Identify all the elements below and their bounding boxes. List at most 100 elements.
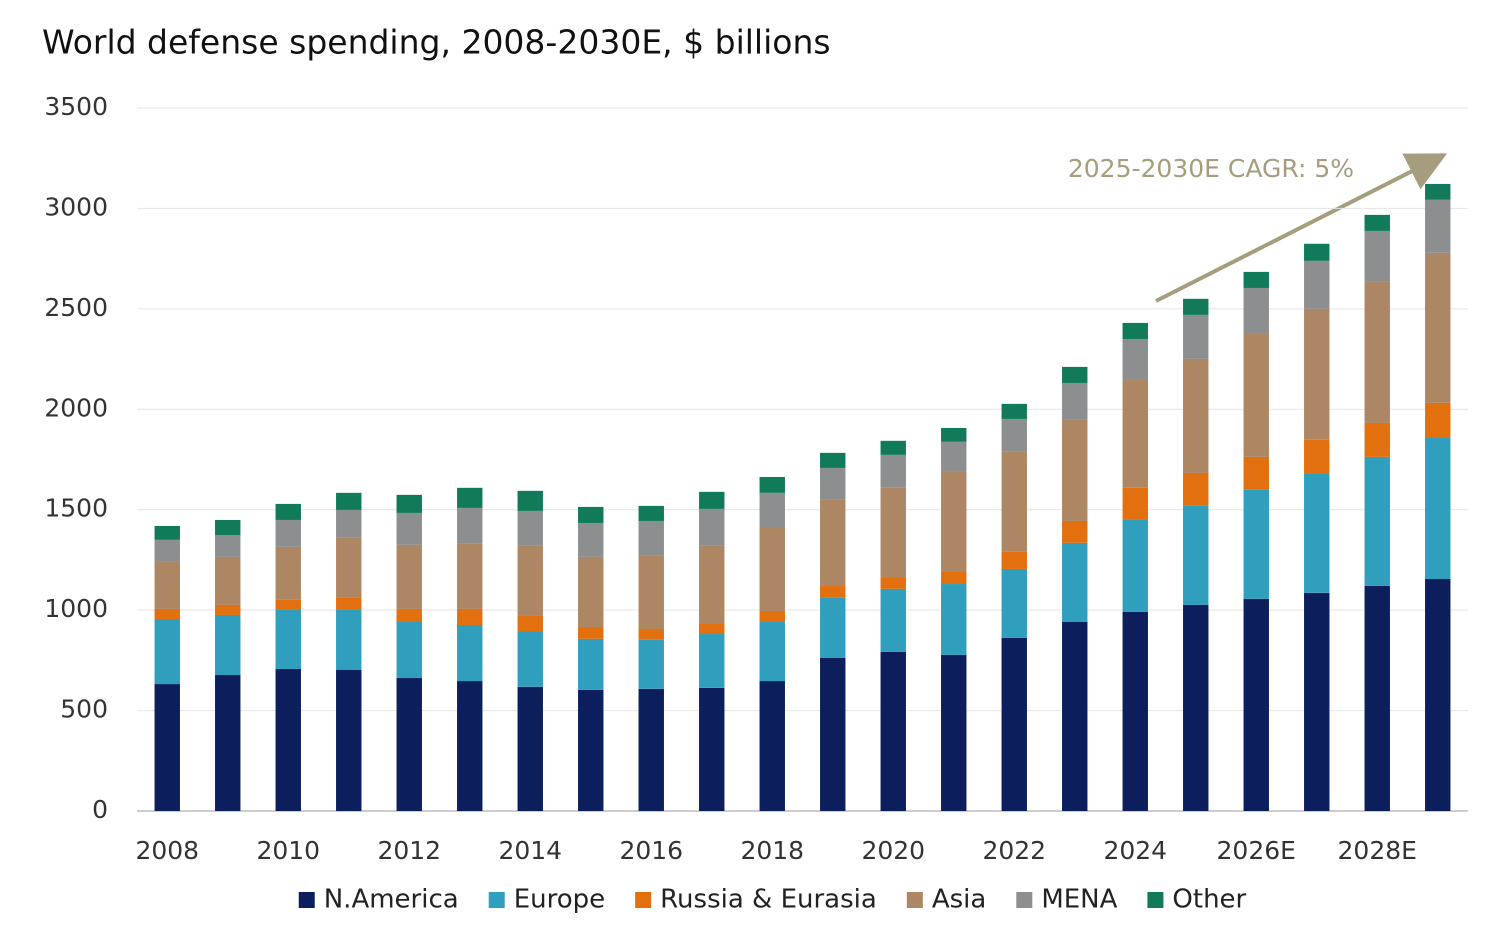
bar-segment xyxy=(1062,382,1088,420)
bar-segment xyxy=(820,657,846,811)
bar-segment xyxy=(638,505,664,521)
bar-segment xyxy=(578,522,604,557)
bar-segment xyxy=(1425,183,1451,200)
bar-segment xyxy=(1243,333,1269,457)
x-tick-label: 2028E xyxy=(1338,836,1417,865)
bar-segment xyxy=(759,681,785,811)
bar-segment xyxy=(1001,451,1027,552)
bar-segment xyxy=(154,539,180,562)
bar-segment xyxy=(1364,281,1390,423)
bar-segment xyxy=(1304,308,1330,440)
bar-segment xyxy=(336,492,362,510)
bar-segment xyxy=(1122,487,1148,520)
bar-segment xyxy=(1364,456,1390,586)
bar-segment xyxy=(154,525,180,540)
bar-segment xyxy=(638,629,664,640)
bar-segment xyxy=(154,561,180,609)
legend-label: MENA xyxy=(1041,885,1117,915)
bar-segment xyxy=(820,586,846,598)
bar-segment xyxy=(154,618,180,685)
bar-segment xyxy=(1183,472,1209,506)
bar-segment xyxy=(1243,489,1269,599)
y-tick-label: 0 xyxy=(92,795,108,824)
bar-segment xyxy=(699,687,725,811)
y-tick-label: 2500 xyxy=(44,293,108,322)
trend-arrow xyxy=(1155,153,1448,303)
bar-segment xyxy=(1122,338,1148,380)
bar-segment xyxy=(275,668,301,811)
legend-label: Russia & Eurasia xyxy=(660,885,877,915)
bar-segment xyxy=(396,494,422,513)
bar-segment xyxy=(1425,199,1451,253)
bar-segment xyxy=(1183,314,1209,359)
bar-segment xyxy=(1122,379,1148,488)
bar-segment xyxy=(396,512,422,545)
bar-segment xyxy=(1001,418,1027,452)
bar-segment xyxy=(638,688,664,811)
bar-segment xyxy=(215,675,241,811)
bar-segment xyxy=(215,519,241,536)
bar-segment xyxy=(154,608,180,619)
bar-segment xyxy=(1425,402,1451,439)
bar-segment xyxy=(396,544,422,609)
bar-segment xyxy=(275,609,301,669)
bar-segment xyxy=(699,634,725,688)
bar-segment xyxy=(1425,252,1451,403)
bar-segment xyxy=(457,625,483,682)
bar-segment xyxy=(1425,438,1451,580)
y-tick-label: 2000 xyxy=(44,393,108,422)
bar-segment xyxy=(1062,366,1088,383)
legend-label: Europe xyxy=(514,885,605,915)
bar-segment xyxy=(1304,473,1330,593)
x-tick-label: 2012 xyxy=(377,836,441,865)
y-tick-label: 1500 xyxy=(44,494,108,523)
bar-segment xyxy=(1001,551,1027,569)
legend-label: Other xyxy=(1172,885,1246,915)
x-tick-label: 2008 xyxy=(135,836,199,865)
x-tick-label: 2014 xyxy=(498,836,562,865)
bar-segment xyxy=(517,615,543,632)
bar-segment xyxy=(1304,260,1330,309)
bar-segment xyxy=(215,556,241,605)
bar-segment xyxy=(1001,403,1027,419)
legend-swatch xyxy=(298,892,315,908)
bar-segment xyxy=(1304,439,1330,474)
bar-segment xyxy=(578,638,604,690)
bar-segment xyxy=(820,467,846,500)
bar-segment xyxy=(1001,568,1027,638)
bar-segment xyxy=(880,454,906,488)
bar-segment xyxy=(1425,579,1451,811)
bar-segment xyxy=(820,452,846,468)
bar-segment xyxy=(759,492,785,527)
bar-segment xyxy=(457,487,483,508)
bar-segment xyxy=(1364,230,1390,282)
bar-segment xyxy=(759,476,785,493)
bar-segment xyxy=(941,441,967,472)
x-tick-label: 2016 xyxy=(619,836,683,865)
bar-segment xyxy=(1062,419,1088,521)
bar-segment xyxy=(517,686,543,811)
bar-segment xyxy=(1183,505,1209,605)
y-tick-label: 3000 xyxy=(44,192,108,221)
annotation: 2025-2030E CAGR: 5% xyxy=(1068,154,1354,183)
bar-segment xyxy=(396,608,422,622)
legend-label: N.America xyxy=(324,885,459,915)
x-tick-label: 2022 xyxy=(982,836,1046,865)
bar-segment xyxy=(517,490,543,511)
chart-title: World defense spending, 2008-2030E, $ bi… xyxy=(42,23,831,62)
bar-segment xyxy=(578,689,604,811)
bar-segment xyxy=(880,578,906,589)
legend-swatch xyxy=(635,892,652,908)
legend-swatch xyxy=(1147,892,1164,908)
y-tick-label: 3500 xyxy=(44,92,108,121)
bar-segment xyxy=(941,584,967,655)
bar-segment xyxy=(457,608,483,626)
bar-segment xyxy=(880,588,906,652)
bar-segment xyxy=(759,610,785,622)
bar-segment xyxy=(1062,621,1088,811)
bar-segment xyxy=(1122,611,1148,811)
bar-segment xyxy=(880,651,906,811)
bar-segment xyxy=(699,508,725,546)
bar-segment xyxy=(1243,598,1269,811)
bar-segment xyxy=(941,427,967,442)
